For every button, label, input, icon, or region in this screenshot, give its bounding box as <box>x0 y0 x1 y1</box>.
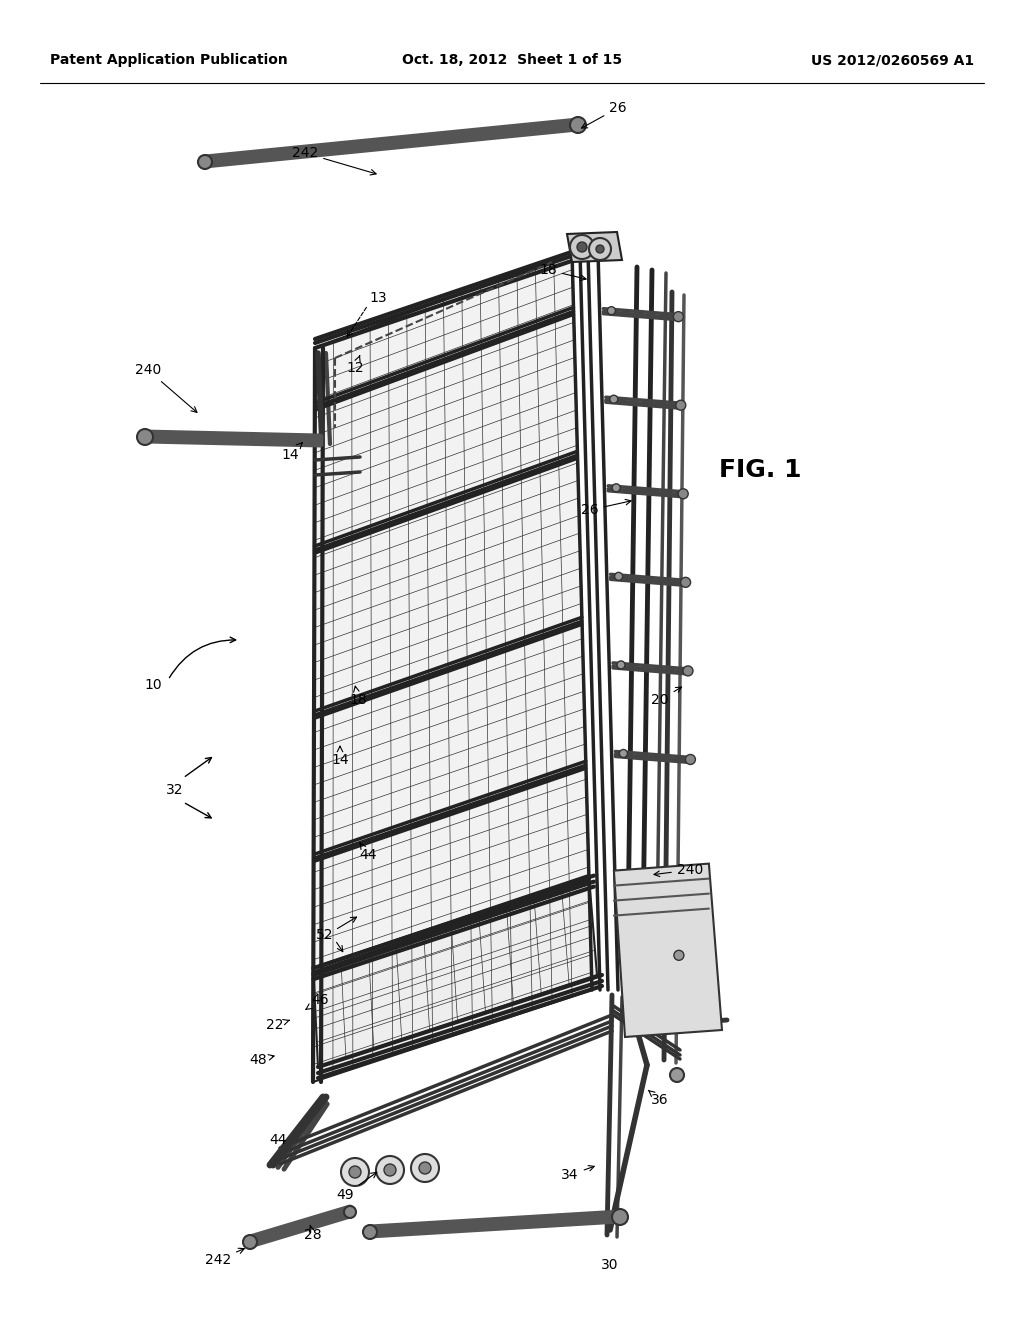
Text: 12: 12 <box>346 355 364 375</box>
Circle shape <box>681 577 690 587</box>
Circle shape <box>384 1164 396 1176</box>
Text: 242: 242 <box>205 1249 245 1267</box>
Circle shape <box>362 1225 377 1239</box>
Circle shape <box>617 661 625 669</box>
Circle shape <box>344 1206 356 1218</box>
Circle shape <box>577 242 587 252</box>
Circle shape <box>419 1162 431 1173</box>
Circle shape <box>607 306 615 314</box>
Text: 14: 14 <box>282 442 302 462</box>
Circle shape <box>349 1166 361 1177</box>
Text: 26: 26 <box>582 499 631 517</box>
Polygon shape <box>567 232 622 261</box>
Text: 44: 44 <box>359 843 377 862</box>
Text: Patent Application Publication: Patent Application Publication <box>50 53 288 67</box>
Circle shape <box>137 429 153 445</box>
Text: 49: 49 <box>336 1172 377 1203</box>
Circle shape <box>570 235 594 259</box>
Text: 14: 14 <box>331 746 349 767</box>
Text: 13: 13 <box>370 290 387 305</box>
Text: 28: 28 <box>304 1225 322 1242</box>
Circle shape <box>678 488 688 499</box>
Polygon shape <box>614 863 722 1038</box>
Circle shape <box>341 1158 369 1185</box>
Text: 18: 18 <box>539 263 586 280</box>
Text: 18: 18 <box>349 686 367 708</box>
Polygon shape <box>313 875 597 1067</box>
Text: 240: 240 <box>654 863 703 876</box>
Circle shape <box>198 154 212 169</box>
Circle shape <box>610 395 617 403</box>
Text: 242: 242 <box>292 147 376 176</box>
Text: US 2012/0260569 A1: US 2012/0260569 A1 <box>811 53 974 67</box>
Circle shape <box>670 1068 684 1082</box>
Text: Oct. 18, 2012  Sheet 1 of 15: Oct. 18, 2012 Sheet 1 of 15 <box>402 53 622 67</box>
Circle shape <box>589 238 611 260</box>
Circle shape <box>596 246 604 253</box>
Text: 10: 10 <box>144 678 162 692</box>
Polygon shape <box>313 252 592 1082</box>
Circle shape <box>614 573 623 581</box>
Circle shape <box>620 750 628 758</box>
Text: FIG. 1: FIG. 1 <box>719 458 801 482</box>
Circle shape <box>676 400 686 411</box>
Text: 20: 20 <box>651 688 682 708</box>
Circle shape <box>570 117 586 133</box>
Circle shape <box>683 665 693 676</box>
Circle shape <box>612 483 621 492</box>
Text: 240: 240 <box>135 363 197 412</box>
Circle shape <box>674 950 684 961</box>
Circle shape <box>674 312 683 322</box>
Text: 46: 46 <box>306 993 329 1010</box>
Circle shape <box>243 1236 257 1249</box>
Circle shape <box>411 1154 439 1181</box>
Circle shape <box>685 755 695 764</box>
Text: 44: 44 <box>269 1133 287 1147</box>
Circle shape <box>376 1156 404 1184</box>
Text: 52: 52 <box>316 928 334 942</box>
Text: 36: 36 <box>648 1090 669 1107</box>
Text: 22: 22 <box>266 1018 290 1032</box>
Text: 32: 32 <box>166 783 183 797</box>
Circle shape <box>612 1209 628 1225</box>
Text: 26: 26 <box>582 102 627 128</box>
Text: 30: 30 <box>601 1258 618 1272</box>
Text: 48: 48 <box>249 1053 274 1067</box>
Text: 34: 34 <box>561 1166 594 1181</box>
